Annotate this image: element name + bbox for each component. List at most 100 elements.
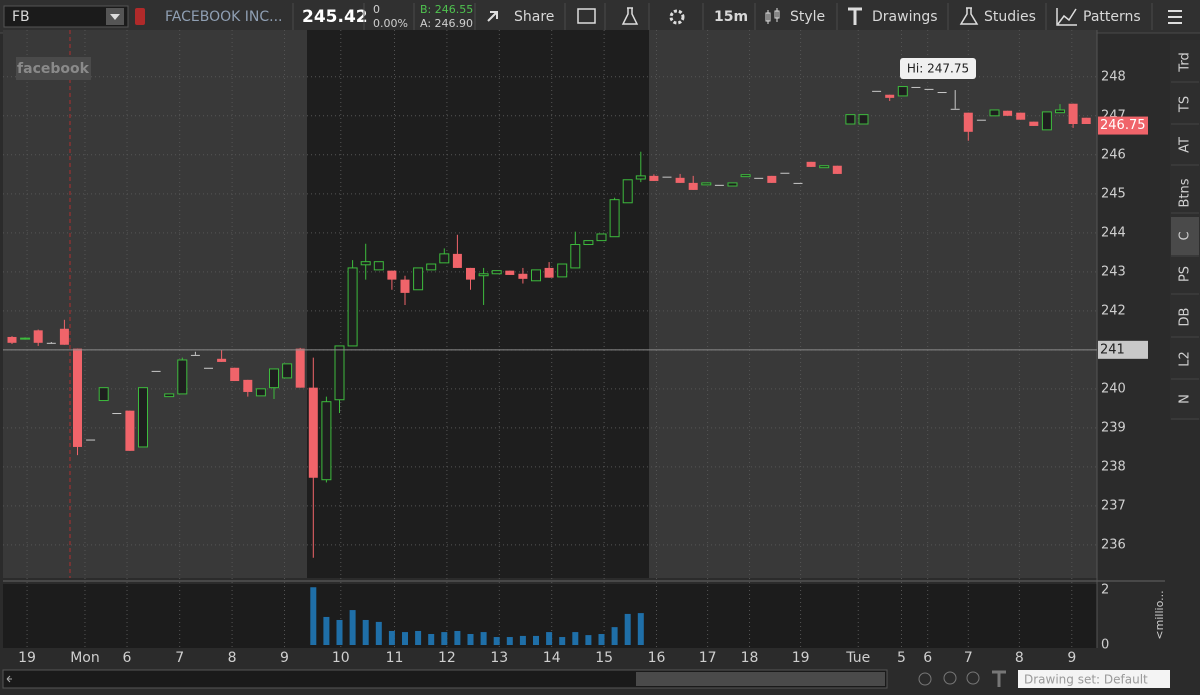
scroll-thumb[interactable] bbox=[636, 672, 885, 686]
volume-bar bbox=[362, 619, 369, 645]
candle-body bbox=[1029, 121, 1039, 126]
candle-body bbox=[73, 348, 82, 447]
y-tick-label: 239 bbox=[1101, 420, 1126, 435]
bid: B: 246.55 bbox=[420, 3, 473, 16]
candle-body bbox=[466, 267, 475, 280]
patterns-button[interactable]: Patterns bbox=[1083, 9, 1141, 25]
x-tick-label: 7 bbox=[964, 650, 973, 666]
studies-icon bbox=[959, 7, 979, 25]
dropdown-arrow bbox=[110, 14, 120, 20]
patterns-icon bbox=[1056, 8, 1077, 26]
settings-icon[interactable] bbox=[669, 9, 685, 25]
candle-body bbox=[1016, 112, 1026, 120]
volume-bar bbox=[519, 635, 526, 645]
x-tick-label: 9 bbox=[280, 650, 289, 666]
candle-body bbox=[635, 175, 646, 180]
ask: A: 246.90 bbox=[420, 17, 473, 30]
volume-bar bbox=[559, 637, 566, 645]
snapshot-icon[interactable] bbox=[577, 8, 596, 24]
studies-button[interactable]: Studies bbox=[984, 9, 1036, 25]
volume-bar bbox=[611, 627, 618, 645]
active-tab bbox=[1171, 217, 1199, 255]
candle-body bbox=[1081, 117, 1091, 124]
sidebar-tab[interactable]: L2 bbox=[1178, 351, 1193, 367]
candle-body bbox=[439, 253, 450, 264]
candle-body bbox=[505, 270, 515, 275]
x-tick-label: 8 bbox=[1015, 650, 1024, 666]
company-name: FACEBOOK INC... bbox=[165, 9, 282, 25]
zoom-out[interactable] bbox=[966, 671, 980, 685]
candle-body bbox=[478, 273, 489, 277]
drawing-set-box[interactable] bbox=[1018, 670, 1170, 688]
x-tick-label: 12 bbox=[438, 650, 456, 666]
sidebar-tab[interactable]: AT bbox=[1178, 137, 1193, 153]
candle-body bbox=[400, 279, 410, 293]
y-tick-label: 240 bbox=[1101, 381, 1126, 396]
candle-body bbox=[230, 367, 240, 382]
sidebar-tab[interactable]: TS bbox=[1178, 96, 1193, 113]
share-button[interactable]: Share bbox=[514, 9, 554, 25]
candle-body bbox=[387, 270, 397, 280]
watermark: facebook bbox=[17, 61, 90, 77]
x-tick-label: 9 bbox=[1067, 650, 1076, 666]
style-button[interactable]: Style bbox=[790, 9, 825, 25]
candle-body bbox=[164, 393, 175, 398]
candle-body bbox=[544, 267, 554, 278]
candle-body bbox=[1055, 109, 1065, 114]
sidebar-tab[interactable]: Trd bbox=[1178, 52, 1193, 72]
y-tick-label: 243 bbox=[1101, 264, 1126, 279]
candle-body bbox=[112, 413, 122, 415]
volume-bar bbox=[402, 632, 408, 645]
volume-bar bbox=[323, 616, 330, 645]
x-tick-label: 14 bbox=[543, 650, 561, 666]
volume-bar bbox=[546, 632, 553, 645]
price-tag-label: 246.75 bbox=[1100, 118, 1146, 133]
regular-session-shade bbox=[307, 30, 649, 578]
link-color[interactable] bbox=[135, 8, 145, 25]
candle-body bbox=[20, 337, 31, 340]
zoom-in[interactable] bbox=[943, 671, 957, 685]
candle-body bbox=[740, 174, 751, 178]
candle-body bbox=[7, 336, 17, 343]
candle-body bbox=[989, 109, 1000, 117]
candle-body bbox=[86, 439, 96, 441]
drawing-tool[interactable] bbox=[992, 670, 1006, 687]
style-icon bbox=[765, 8, 780, 24]
volume-tick-label: 2 bbox=[1101, 583, 1109, 598]
drawings-button[interactable]: Drawings bbox=[872, 9, 938, 25]
share-icon bbox=[487, 11, 498, 22]
flask-icon[interactable] bbox=[621, 7, 639, 25]
sidebar-tab[interactable]: C bbox=[1178, 231, 1193, 240]
high-label: Hi: 247.75 bbox=[907, 62, 969, 76]
volume-bar bbox=[336, 619, 343, 645]
x-tick-label: 10 bbox=[332, 650, 350, 666]
drawings-icon bbox=[848, 7, 862, 25]
volume-bar bbox=[467, 634, 474, 645]
candle-body bbox=[727, 182, 738, 187]
volume-bar bbox=[598, 634, 605, 645]
candle-body bbox=[570, 244, 581, 269]
sidebar-tab[interactable]: N bbox=[1178, 394, 1193, 404]
percent-change: 0.00% bbox=[373, 17, 408, 30]
candle-body bbox=[806, 161, 816, 167]
x-tick-label: 16 bbox=[648, 650, 666, 666]
candle-body bbox=[531, 269, 541, 282]
candle-body bbox=[204, 367, 213, 369]
net-change: 0 bbox=[373, 3, 380, 16]
scroll-left[interactable] bbox=[6, 675, 12, 683]
x-tick-label: Tue bbox=[845, 650, 870, 666]
menu-icon[interactable] bbox=[1168, 10, 1182, 24]
candle-body bbox=[190, 354, 200, 356]
interval-button[interactable]: 15m bbox=[714, 9, 748, 25]
sidebar-tab[interactable]: Btns bbox=[1178, 178, 1193, 207]
symbol-input[interactable] bbox=[3, 5, 129, 28]
sidebar-tab[interactable]: DB bbox=[1178, 308, 1193, 327]
x-tick-label: 15 bbox=[595, 650, 613, 666]
zoom-reset[interactable] bbox=[918, 672, 932, 686]
toolbar bbox=[0, 0, 1200, 33]
candle-body bbox=[976, 119, 986, 121]
sidebar-tab[interactable]: PS bbox=[1178, 266, 1193, 282]
candle-body bbox=[151, 370, 161, 372]
candle-body bbox=[649, 175, 659, 181]
volume-bar bbox=[454, 630, 461, 645]
